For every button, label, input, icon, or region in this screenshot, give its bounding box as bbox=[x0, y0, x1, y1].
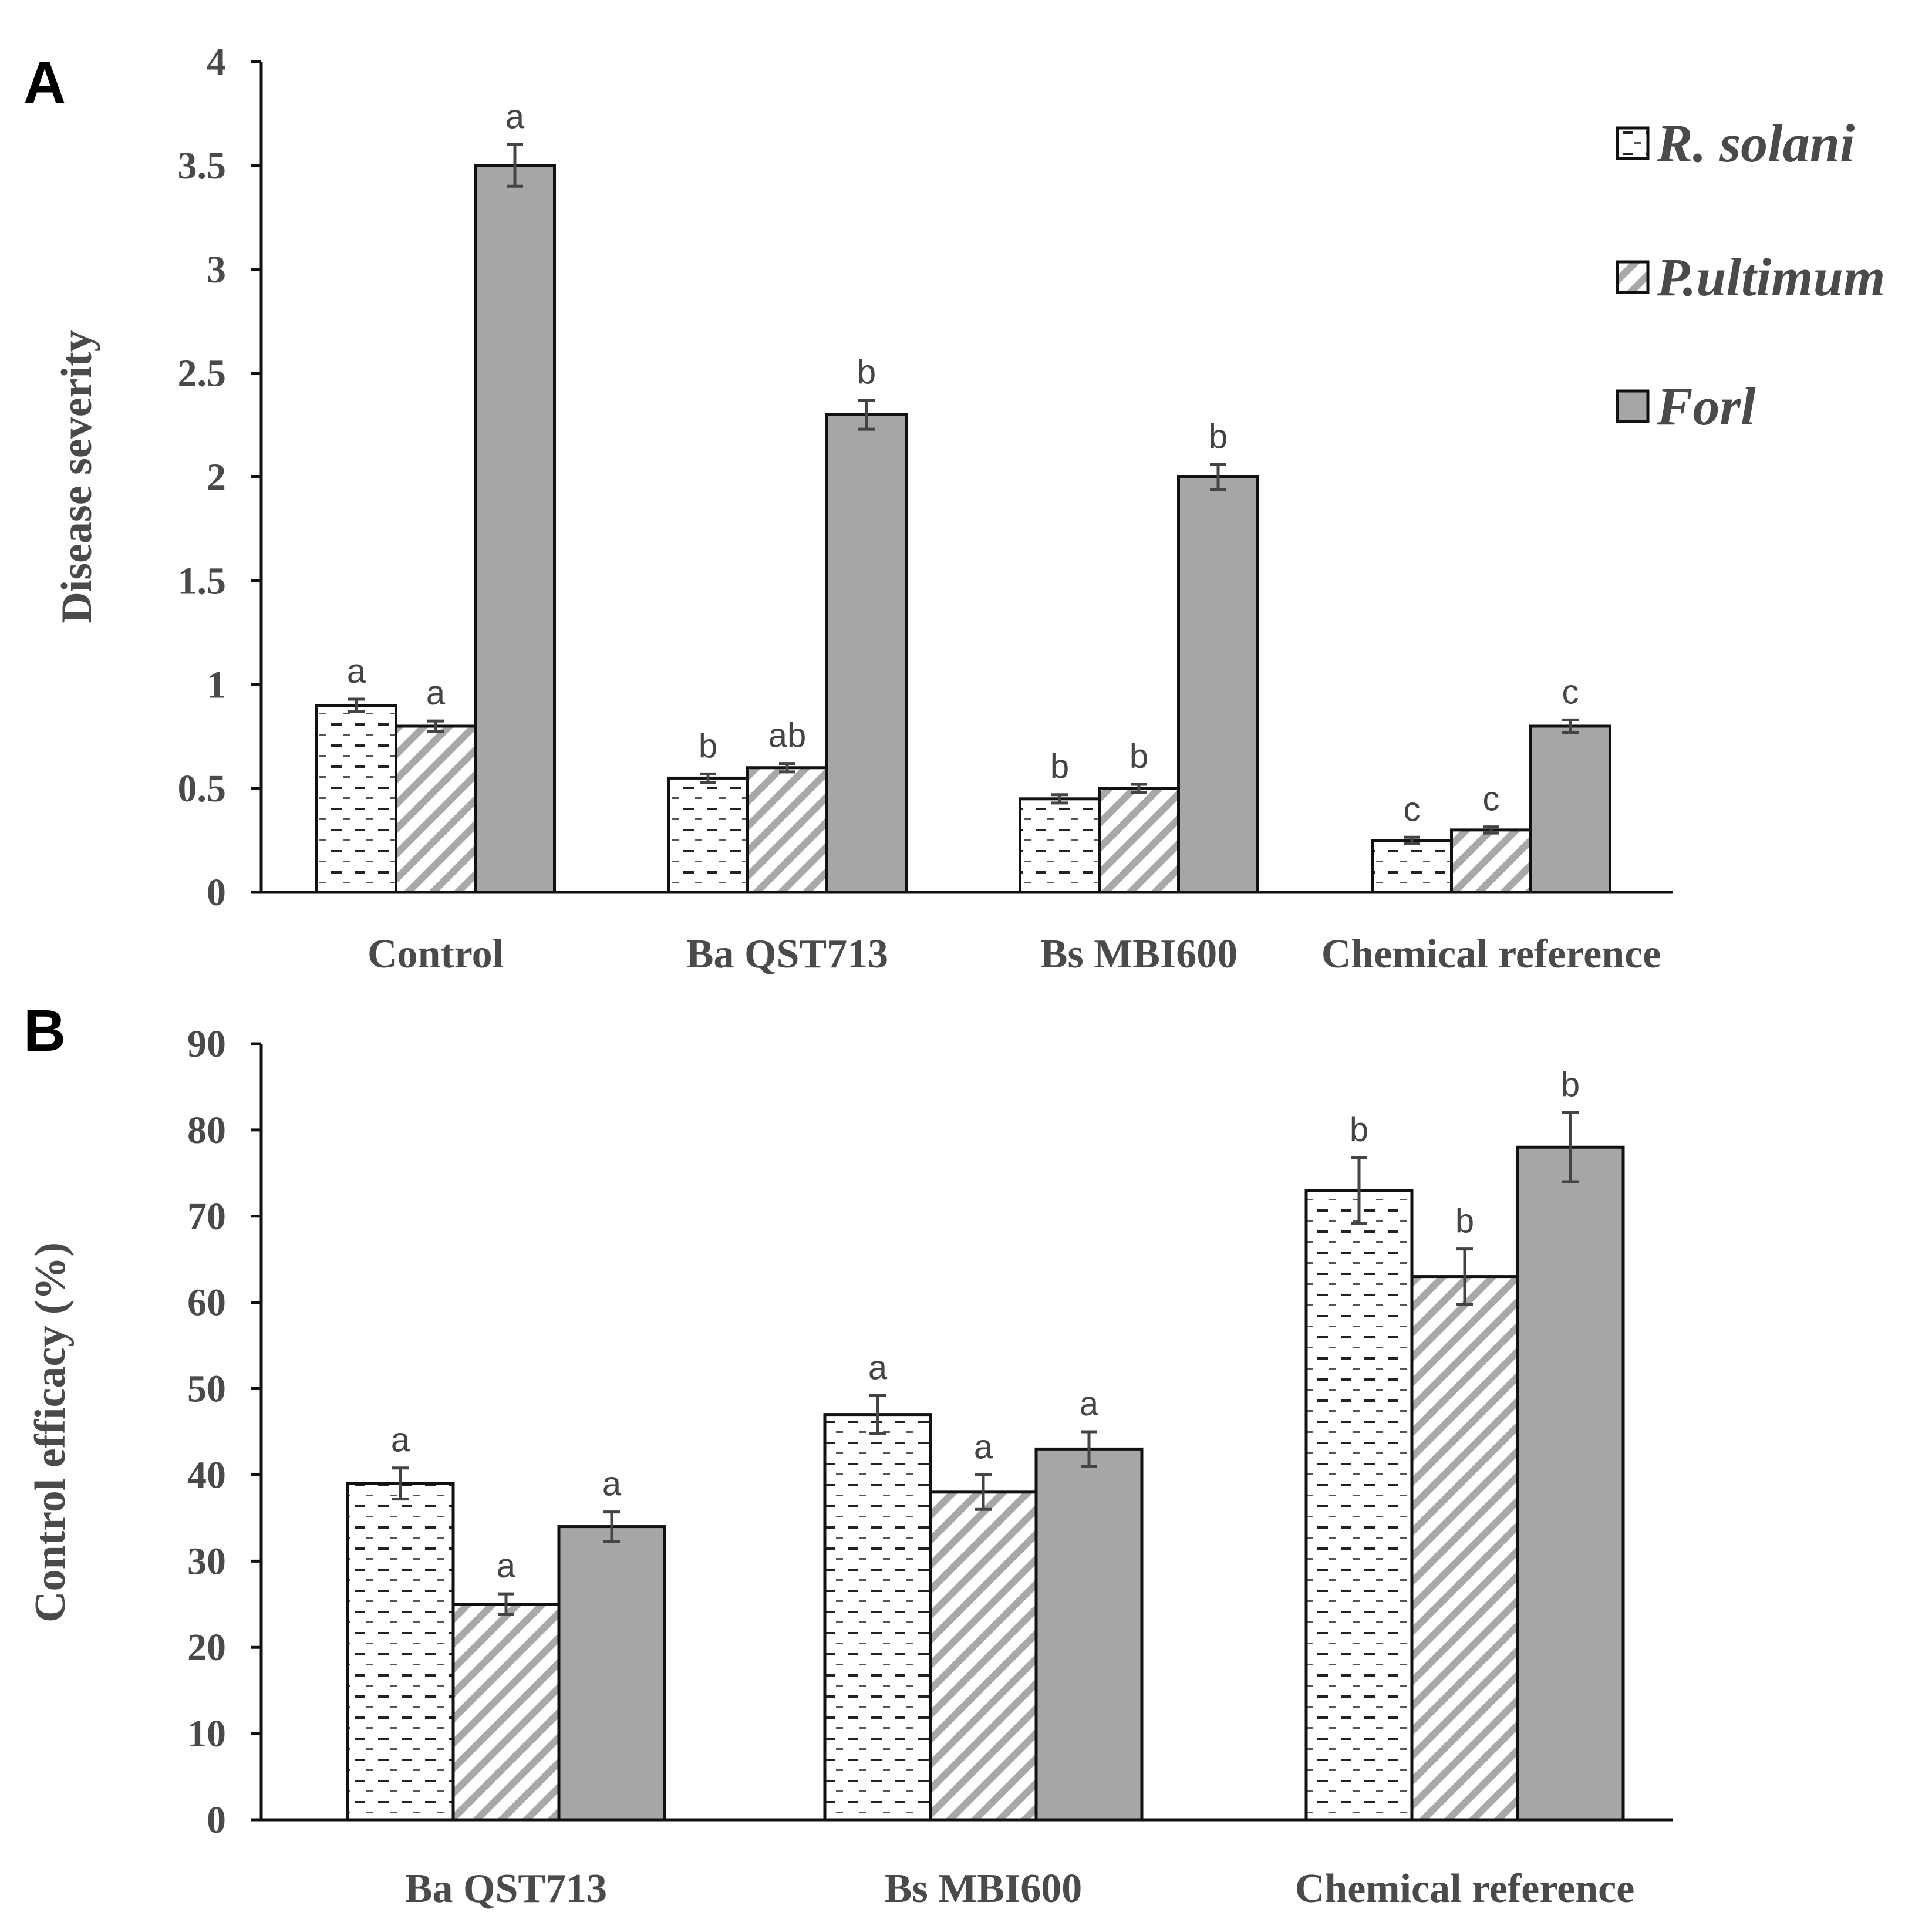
y-axis-label: Control efficacy (%) bbox=[26, 1242, 75, 1623]
y-tick-label: 3.5 bbox=[178, 144, 227, 187]
category-label-control: Control bbox=[367, 932, 504, 977]
y-tick-label: 20 bbox=[187, 1626, 226, 1669]
significance-letter: a bbox=[505, 98, 525, 136]
significance-letter: ab bbox=[768, 717, 807, 755]
significance-letter: a bbox=[868, 1348, 888, 1387]
significance-letter: b bbox=[1561, 1066, 1580, 1104]
bar-forl-chemical-reference bbox=[1516, 1145, 1625, 1822]
bar-forl-bs-mbi600 bbox=[1177, 475, 1259, 894]
bar-r-solani-control bbox=[315, 704, 397, 894]
significance-letter: a bbox=[391, 1421, 410, 1459]
bar-forl-chemical-reference bbox=[1529, 724, 1611, 894]
y-tick-label: 50 bbox=[187, 1368, 226, 1411]
legend: R. solani P.ultimum Forl bbox=[1616, 113, 1885, 436]
bar-p-ultimum-ba-qst713 bbox=[451, 1603, 561, 1822]
chart-b-control-efficacy: 0 10 20 30 40 50 60 70 80 90 Control efficacy (%) B… bbox=[26, 1023, 1673, 1911]
category-label-chemical-reference: Chemical reference bbox=[1295, 1866, 1635, 1911]
legend-swatch-p-ultimum bbox=[1616, 260, 1650, 294]
chart-a-disease-severity: 0 0.5 1 1.5 2 2.5 3 3.5 4 Disease severity Control… bbox=[53, 41, 1673, 977]
bar-forl-bs-mbi600 bbox=[1034, 1447, 1144, 1822]
significance-letter: c bbox=[1562, 673, 1579, 711]
y-tick-label: 10 bbox=[187, 1712, 226, 1755]
bar-p-ultimum-bs-mbi600 bbox=[1098, 787, 1180, 894]
bar-p-ultimum-ba-qst713 bbox=[746, 766, 828, 894]
y-tick-label: 40 bbox=[187, 1453, 226, 1496]
bar-p-ultimum-chemical-reference bbox=[1450, 828, 1532, 894]
y-tick-label: 30 bbox=[187, 1540, 226, 1583]
significance-letter: b bbox=[1350, 1111, 1368, 1149]
y-tick-label: 80 bbox=[187, 1109, 226, 1152]
category-label-bs-mbi600: Bs MBI600 bbox=[1040, 932, 1238, 977]
significance-letter: c bbox=[1483, 780, 1500, 818]
significance-letter: a bbox=[1080, 1385, 1099, 1423]
bar-p-ultimum-chemical-reference bbox=[1410, 1275, 1519, 1822]
bar-r-solani-chemical-reference bbox=[1371, 839, 1453, 894]
category-label-ba-qst713: Ba QST713 bbox=[405, 1866, 607, 1911]
y-tick-label: 3 bbox=[207, 248, 226, 291]
significance-letter: c bbox=[1404, 790, 1421, 828]
bar-r-solani-bs-mbi600 bbox=[1019, 797, 1101, 894]
category-label-ba-qst713: Ba QST713 bbox=[686, 932, 888, 977]
significance-letter: b bbox=[699, 727, 717, 765]
bar-r-solani-ba-qst713 bbox=[667, 776, 749, 894]
legend-swatch-r-solani bbox=[1616, 126, 1650, 160]
significance-letter: b bbox=[1050, 748, 1069, 786]
y-tick-label: 2 bbox=[207, 456, 226, 499]
panel-label-b: B bbox=[23, 998, 66, 1064]
y-axis-label: Disease severity bbox=[53, 330, 101, 623]
y-tick-label: 70 bbox=[187, 1195, 226, 1238]
category-label-chemical-reference: Chemical reference bbox=[1321, 932, 1661, 977]
y-tick-label: 1.5 bbox=[178, 559, 227, 602]
y-tick-label: 60 bbox=[187, 1281, 226, 1324]
significance-letter: b bbox=[1209, 417, 1228, 456]
y-tick-label: 0 bbox=[207, 1799, 226, 1842]
bar-forl-ba-qst713 bbox=[557, 1525, 666, 1822]
significance-letter: b bbox=[857, 353, 876, 392]
y-tick-label: 1 bbox=[207, 663, 226, 706]
bar-forl-control bbox=[474, 164, 556, 894]
bar-p-ultimum-bs-mbi600 bbox=[929, 1490, 1038, 1822]
category-label-bs-mbi600: Bs MBI600 bbox=[885, 1866, 1082, 1911]
y-tick-label: 4 bbox=[207, 41, 226, 83]
bar-r-solani-ba-qst713 bbox=[346, 1482, 455, 1822]
significance-letter: a bbox=[347, 652, 366, 690]
legend-label-r-solani: R. solani bbox=[1656, 113, 1855, 173]
significance-letter: b bbox=[1455, 1202, 1474, 1240]
bar-p-ultimum-control bbox=[395, 724, 477, 894]
legend-label-p-ultimum: P.ultimum bbox=[1656, 247, 1885, 307]
significance-letter: b bbox=[1129, 737, 1148, 775]
panel-label-a: A bbox=[23, 50, 66, 116]
y-tick-label: 0.5 bbox=[178, 767, 227, 810]
y-tick-label: 2.5 bbox=[178, 352, 227, 395]
bar-forl-ba-qst713 bbox=[825, 413, 908, 894]
y-tick-label: 0 bbox=[207, 871, 226, 914]
significance-letter: a bbox=[974, 1428, 993, 1466]
bar-r-solani-chemical-reference bbox=[1304, 1189, 1414, 1822]
legend-swatch-forl bbox=[1616, 389, 1650, 423]
significance-letter: a bbox=[497, 1547, 516, 1585]
legend-label-forl: Forl bbox=[1656, 376, 1756, 436]
bar-r-solani-bs-mbi600 bbox=[823, 1413, 932, 1822]
y-tick-label: 90 bbox=[187, 1023, 226, 1065]
significance-letter: a bbox=[426, 674, 446, 712]
significance-letter: a bbox=[602, 1465, 622, 1503]
